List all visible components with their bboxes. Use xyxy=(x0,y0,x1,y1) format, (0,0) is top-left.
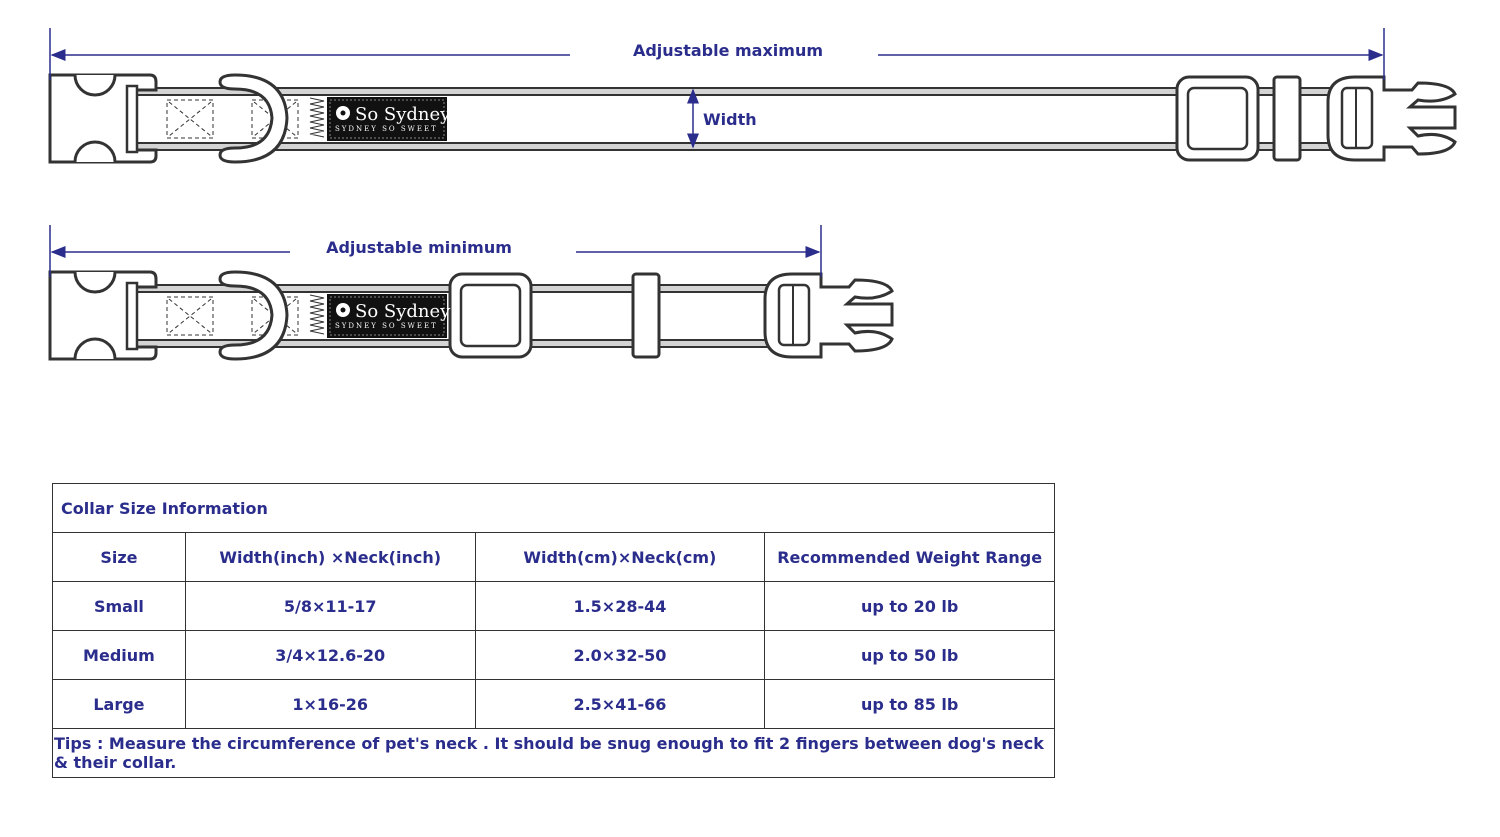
slider-bar xyxy=(631,272,661,359)
brand-logo: So Sydney xyxy=(355,104,451,125)
cell-width-cm: 2.5×41-66 xyxy=(474,679,766,729)
cell-weight: up to 20 lb xyxy=(764,581,1055,631)
table-title: Collar Size Information xyxy=(52,483,1055,533)
table-row: Large 1×16-26 2.5×41-66 up to 85 lb xyxy=(52,679,1055,729)
collar-maximum: So Sydney SYDNEY SO SWEET Adjustable max… xyxy=(48,28,1457,164)
keeper-loop xyxy=(1175,75,1260,162)
table-header-row: Size Width(inch) ×Neck(inch) Width(cm)×N… xyxy=(52,532,1055,582)
cell-width-inch: 3/4×12.6-20 xyxy=(184,630,476,680)
collar-size-table: Collar Size Information Size Width(inch)… xyxy=(52,483,1055,778)
header-width-inch: Width(inch) ×Neck(inch) xyxy=(184,532,476,582)
cell-width-cm: 2.0×32-50 xyxy=(474,630,766,680)
brand-tagline: SYDNEY SO SWEET xyxy=(335,125,438,133)
cell-size: Large xyxy=(52,679,186,729)
header-size: Size xyxy=(52,532,186,582)
cell-width-cm: 1.5×28-44 xyxy=(474,581,766,631)
collar-minimum: So Sydney SYDNEY SO SWEET Adjustable min… xyxy=(48,225,894,361)
header-weight: Recommended Weight Range xyxy=(764,532,1055,582)
cell-weight: up to 85 lb xyxy=(764,679,1055,729)
slider-bar xyxy=(1272,75,1302,162)
male-buckle xyxy=(763,272,894,359)
brand-tagline: SYDNEY SO SWEET xyxy=(335,322,438,330)
table-row: Medium 3/4×12.6-20 2.0×32-50 up to 50 lb xyxy=(52,630,1055,680)
collar-diagram: So Sydney SYDNEY SO SWEET Adjustable max… xyxy=(48,28,1457,361)
tips-text: Tips : Measure the circumference of pet'… xyxy=(52,728,1055,778)
cell-weight: up to 50 lb xyxy=(764,630,1055,680)
cell-width-inch: 1×16-26 xyxy=(184,679,476,729)
adjustable-maximum-label: Adjustable maximum xyxy=(633,41,823,60)
cell-size: Medium xyxy=(52,630,186,680)
header-width-cm: Width(cm)×Neck(cm) xyxy=(474,532,766,582)
brand-logo: So Sydney xyxy=(355,301,451,322)
male-buckle xyxy=(1326,75,1457,162)
cell-width-inch: 5/8×11-17 xyxy=(184,581,476,631)
width-label: Width xyxy=(703,110,757,129)
table-row: Small 5/8×11-17 1.5×28-44 up to 20 lb xyxy=(52,581,1055,631)
adjustable-minimum-label: Adjustable minimum xyxy=(326,238,512,257)
cell-size: Small xyxy=(52,581,186,631)
keeper-loop xyxy=(448,272,533,359)
